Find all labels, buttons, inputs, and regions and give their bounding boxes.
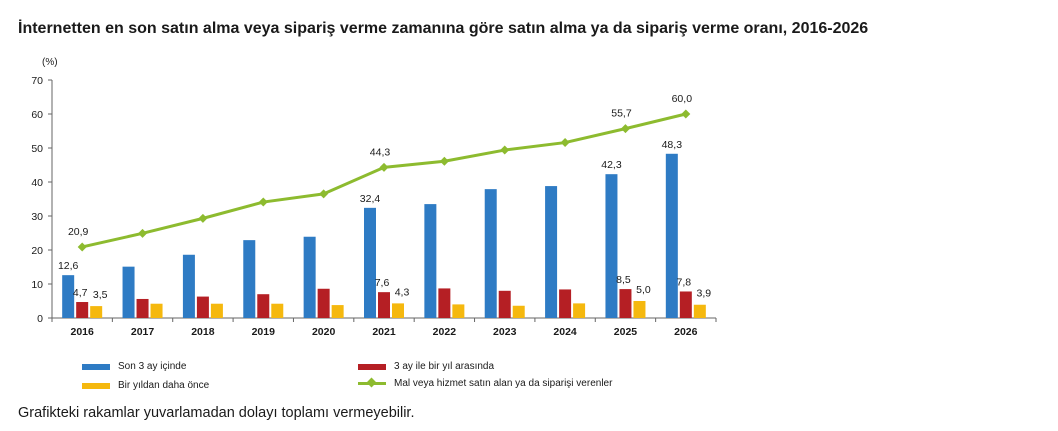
legend-swatch-blue bbox=[82, 363, 110, 370]
bar bbox=[271, 303, 284, 318]
line-marker bbox=[138, 228, 148, 238]
bar bbox=[196, 296, 209, 318]
bar bbox=[210, 303, 223, 318]
legend-label: Son 3 ay içinde bbox=[118, 361, 187, 372]
bar-data-label: 12,6 bbox=[58, 260, 79, 272]
line-data-label: 55,7 bbox=[611, 108, 632, 120]
legend-swatch-yellow bbox=[82, 382, 110, 389]
x-tick-label: 2021 bbox=[372, 326, 396, 338]
bar bbox=[559, 289, 572, 318]
bar bbox=[693, 304, 706, 318]
line-marker bbox=[439, 156, 449, 166]
line-series bbox=[81, 112, 687, 249]
bar bbox=[136, 298, 149, 318]
legend-item-3-ay-bir-yil: 3 ay ile bir yıl arasında bbox=[358, 361, 494, 372]
footnote: Grafikteki rakamlar yuvarlamadan dolayı … bbox=[18, 405, 415, 421]
bar bbox=[378, 292, 390, 318]
bar bbox=[150, 303, 163, 318]
line-marker bbox=[198, 213, 208, 223]
line-marker bbox=[681, 109, 691, 119]
bar bbox=[392, 303, 404, 318]
line-data-label: 44,3 bbox=[370, 146, 391, 158]
line-marker bbox=[500, 145, 510, 155]
bar bbox=[633, 301, 646, 318]
y-tick-label: 40 bbox=[31, 177, 43, 189]
y-tick-label: 0 bbox=[37, 313, 43, 325]
bar bbox=[122, 266, 135, 318]
bar-data-label: 4,7 bbox=[73, 287, 88, 299]
bar-data-label: 5,0 bbox=[636, 284, 651, 296]
bar bbox=[619, 289, 632, 318]
x-tick-label: 2023 bbox=[493, 326, 517, 338]
y-tick-label: 30 bbox=[31, 211, 43, 223]
x-tick-label: 2024 bbox=[553, 326, 577, 338]
x-tick-label: 2022 bbox=[433, 326, 457, 338]
bar bbox=[364, 207, 376, 318]
line-data-label: 20,9 bbox=[68, 226, 89, 238]
bar-data-label: 3,5 bbox=[93, 289, 108, 301]
line-marker bbox=[319, 189, 329, 199]
bar-data-label: 42,3 bbox=[601, 159, 622, 171]
x-tick-label: 2016 bbox=[71, 326, 95, 338]
x-tick-label: 2017 bbox=[131, 326, 155, 338]
legend-label: Mal veya hizmet satın alan ya da sipariş… bbox=[394, 377, 613, 389]
bar bbox=[573, 303, 586, 318]
bar bbox=[484, 189, 497, 318]
bar bbox=[452, 304, 465, 318]
bar bbox=[545, 186, 558, 318]
line-data-label: 60,0 bbox=[672, 93, 693, 105]
bar-data-label: 7,8 bbox=[677, 276, 692, 288]
y-axis-unit-label: (%) bbox=[42, 57, 58, 68]
x-tick-label: 2020 bbox=[312, 326, 336, 338]
x-tick-label: 2026 bbox=[674, 326, 698, 338]
bar-data-label: 3,9 bbox=[697, 288, 712, 300]
line-marker bbox=[77, 242, 87, 252]
bar bbox=[62, 275, 75, 318]
bar bbox=[182, 254, 195, 318]
y-tick-label: 70 bbox=[31, 75, 43, 87]
line-marker bbox=[258, 197, 268, 207]
legend-item-son-3-ay: Son 3 ay içinde bbox=[82, 361, 186, 372]
bar bbox=[257, 294, 270, 318]
bar-data-label: 48,3 bbox=[662, 139, 683, 151]
bar bbox=[679, 291, 692, 318]
bar bbox=[317, 288, 330, 318]
legend-label: 3 ay ile bir yıl arasında bbox=[394, 361, 495, 372]
line-marker bbox=[620, 124, 630, 134]
x-tick-label: 2019 bbox=[252, 326, 276, 338]
line-marker bbox=[560, 138, 570, 148]
x-tick-label: 2025 bbox=[614, 326, 638, 338]
bar bbox=[331, 305, 344, 318]
legend-swatch-red bbox=[358, 363, 386, 370]
bar bbox=[76, 302, 89, 318]
y-tick-label: 10 bbox=[31, 279, 43, 291]
y-tick-label: 50 bbox=[31, 143, 43, 155]
bar-data-label: 32,4 bbox=[360, 193, 381, 205]
legend-label: Bir yıldan daha önce bbox=[118, 380, 210, 391]
bar bbox=[498, 290, 511, 318]
legend-item-mal-veya-hizmet: Mal veya hizmet satın alan ya da sipariş… bbox=[358, 377, 612, 389]
bar bbox=[665, 153, 678, 318]
bar-data-label: 7,6 bbox=[375, 277, 390, 289]
x-tick-label: 2018 bbox=[191, 326, 215, 338]
bar bbox=[512, 305, 525, 318]
y-tick-label: 20 bbox=[31, 245, 43, 257]
legend-swatch-green-line bbox=[358, 377, 386, 389]
line-marker bbox=[379, 162, 389, 172]
bar bbox=[243, 240, 256, 318]
chart-title: İnternetten en son satın alma veya sipar… bbox=[18, 20, 869, 37]
bar bbox=[424, 204, 437, 318]
bar bbox=[90, 306, 103, 318]
bar bbox=[438, 288, 451, 318]
legend-item-bir-yildan-once: Bir yıldan daha önce bbox=[82, 380, 209, 391]
bar-data-label: 8,5 bbox=[616, 274, 631, 286]
bar bbox=[303, 236, 316, 318]
bar bbox=[605, 174, 618, 318]
bar-data-label: 4,3 bbox=[395, 286, 410, 298]
y-tick-label: 60 bbox=[31, 109, 43, 121]
